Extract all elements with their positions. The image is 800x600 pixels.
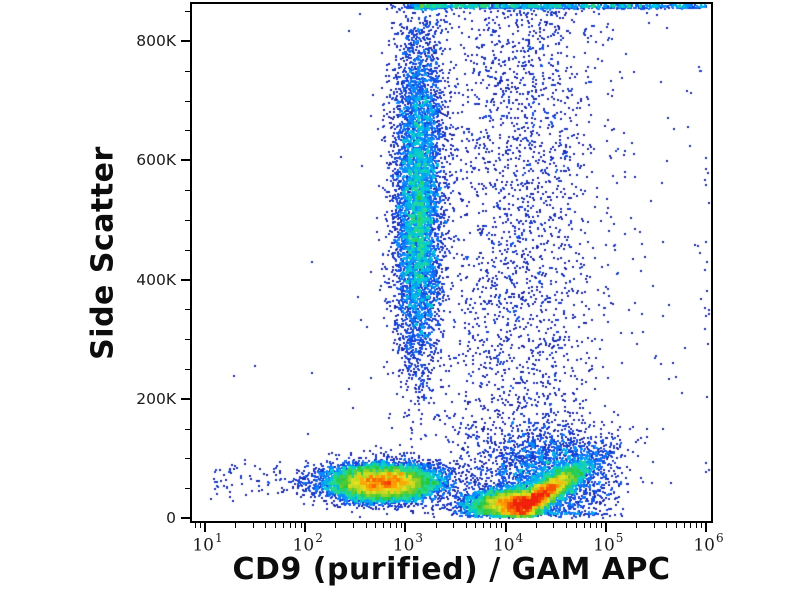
x-minor-tick xyxy=(653,523,655,528)
x-minor-tick xyxy=(590,523,592,528)
x-minor-tick xyxy=(295,523,297,528)
y-minor-tick xyxy=(185,458,190,460)
y-minor-tick xyxy=(185,130,190,132)
x-minor-tick xyxy=(275,523,277,528)
x-minor-tick xyxy=(683,523,685,528)
x-minor-tick xyxy=(601,523,603,528)
y-tick-label-200K: 200K xyxy=(136,389,176,408)
x-tick-label-10e6: 106 xyxy=(693,531,724,556)
y-major-tick xyxy=(181,517,190,519)
x-minor-tick xyxy=(365,523,367,528)
y-minor-tick xyxy=(185,190,190,192)
x-minor-tick xyxy=(575,523,577,528)
y-tick-label-600K: 600K xyxy=(136,151,176,170)
x-minor-tick xyxy=(383,523,385,528)
x-minor-tick xyxy=(300,523,302,528)
x-minor-tick xyxy=(675,523,677,528)
x-minor-tick xyxy=(696,523,698,528)
x-minor-tick xyxy=(701,523,703,528)
x-minor-tick xyxy=(553,523,555,528)
x-minor-tick xyxy=(265,523,267,528)
y-major-tick xyxy=(181,40,190,42)
x-axis-title: CD9 (purified) / GAM APC xyxy=(232,552,671,587)
x-minor-tick xyxy=(490,523,492,528)
plot-area-canvas xyxy=(192,4,711,521)
x-minor-tick xyxy=(666,523,668,528)
x-major-tick xyxy=(705,523,707,532)
y-tick-label-400K: 400K xyxy=(136,270,176,289)
y-minor-tick xyxy=(185,249,190,251)
x-tick-label-10e2: 102 xyxy=(292,531,323,556)
x-major-tick xyxy=(504,523,507,532)
x-minor-tick xyxy=(353,523,354,528)
x-minor-tick xyxy=(435,523,437,528)
x-minor-tick xyxy=(483,523,485,528)
x-minor-tick xyxy=(501,523,502,528)
x-minor-tick xyxy=(535,523,537,528)
x-major-tick xyxy=(304,523,307,532)
x-minor-tick xyxy=(465,523,467,528)
x-minor-tick xyxy=(495,523,497,528)
x-minor-tick xyxy=(400,523,402,528)
y-minor-tick xyxy=(185,428,190,430)
x-minor-tick xyxy=(375,523,377,528)
x-minor-tick xyxy=(235,523,237,528)
x-minor-tick xyxy=(395,523,397,528)
y-minor-tick xyxy=(185,309,190,311)
y-minor-tick xyxy=(185,100,190,102)
x-minor-tick xyxy=(289,523,291,528)
x-minor-tick xyxy=(583,523,585,528)
x-minor-tick xyxy=(565,523,567,528)
x-tick-label-10e3: 103 xyxy=(392,531,424,556)
y-minor-tick xyxy=(185,488,190,490)
x-minor-tick xyxy=(252,523,254,528)
x-tick-label-10e1: 101 xyxy=(192,531,223,556)
x-minor-tick xyxy=(335,523,337,528)
x-tick-label-10e4: 104 xyxy=(492,531,524,556)
y-major-tick xyxy=(181,397,190,400)
x-minor-tick xyxy=(389,523,391,528)
x-major-tick xyxy=(404,523,407,532)
x-major-tick xyxy=(604,523,607,532)
y-tick-label-0: 0 xyxy=(166,509,176,527)
x-minor-tick xyxy=(195,523,197,528)
y-minor-tick xyxy=(185,70,190,72)
y-minor-tick xyxy=(185,219,190,221)
x-minor-tick xyxy=(282,523,284,528)
x-tick-label-10e5: 105 xyxy=(593,531,624,556)
x-minor-tick xyxy=(635,523,637,528)
x-minor-tick xyxy=(453,523,455,528)
y-minor-tick xyxy=(185,11,190,13)
y-major-tick xyxy=(181,278,190,281)
y-axis-title: Side Scatter xyxy=(85,146,121,360)
y-major-tick xyxy=(181,159,190,162)
y-tick-label-800K: 800K xyxy=(136,32,176,50)
x-minor-tick xyxy=(596,523,598,528)
y-minor-tick xyxy=(185,368,190,370)
y-minor-tick xyxy=(185,339,190,341)
x-minor-tick xyxy=(690,523,692,528)
x-minor-tick xyxy=(475,523,477,528)
x-minor-tick xyxy=(200,523,202,528)
x-major-tick xyxy=(204,523,206,532)
